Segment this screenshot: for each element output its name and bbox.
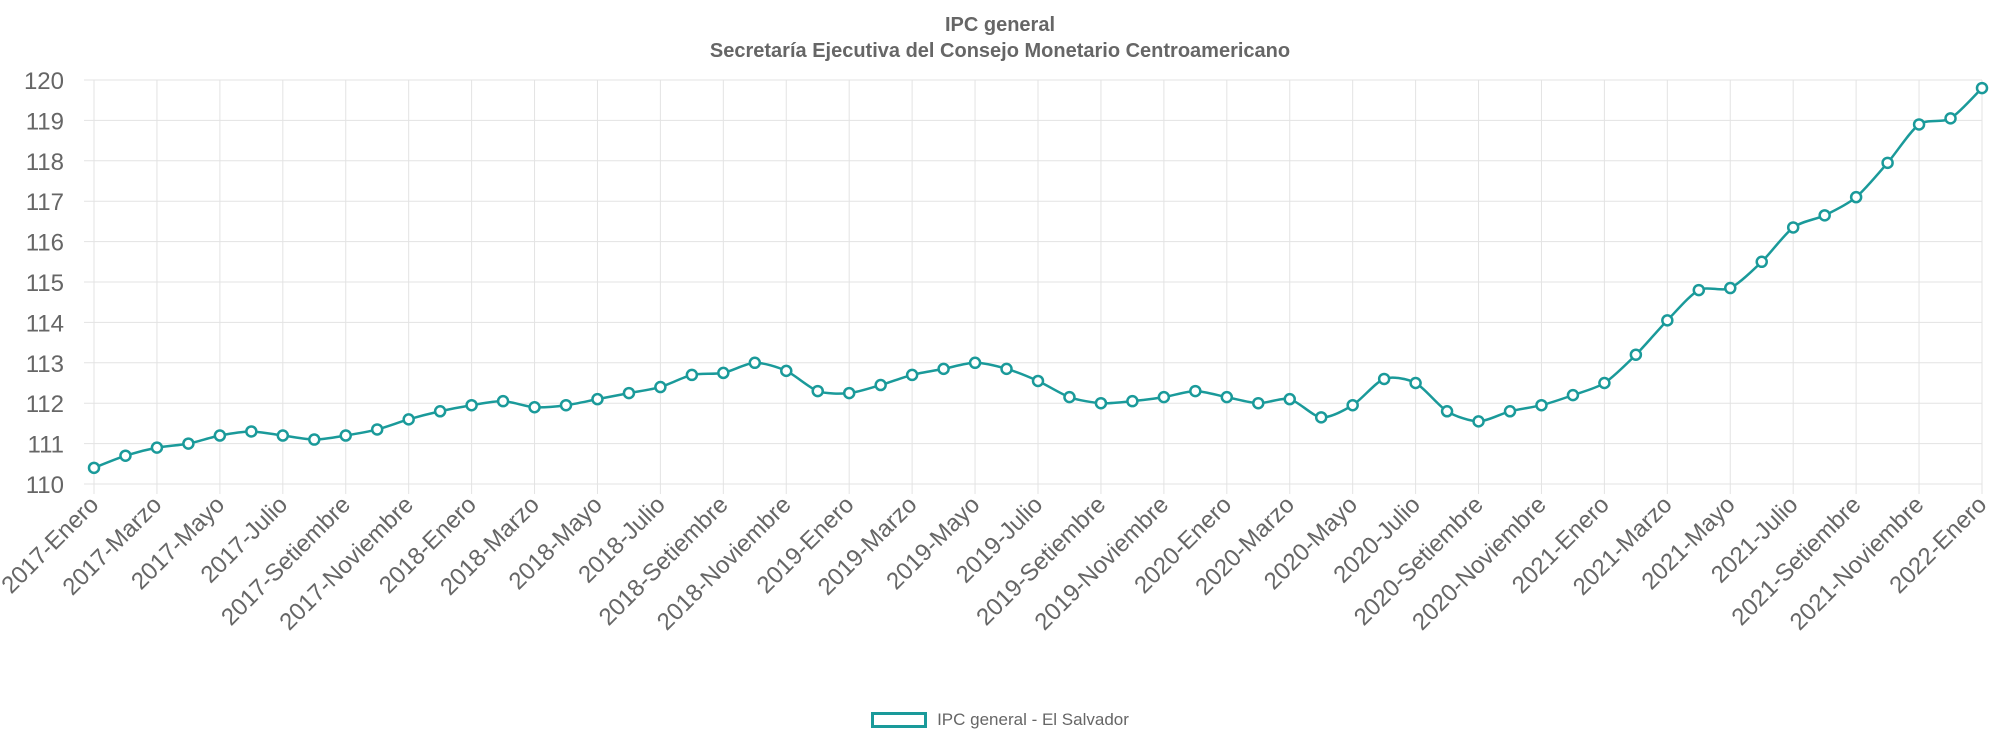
data-point[interactable]: [182, 437, 195, 450]
data-point[interactable]: [1661, 314, 1674, 327]
y-tick-label: 115: [26, 270, 64, 297]
data-point[interactable]: [1566, 388, 1580, 402]
data-point[interactable]: [717, 366, 730, 380]
data-point[interactable]: [1409, 376, 1422, 390]
data-point[interactable]: [1975, 81, 1989, 95]
y-tick-label: 113: [26, 351, 64, 378]
data-point[interactable]: [370, 423, 384, 436]
data-point[interactable]: [1126, 394, 1139, 408]
data-point[interactable]: [1755, 255, 1768, 269]
data-point[interactable]: [1535, 398, 1548, 412]
data-point[interactable]: [968, 356, 982, 370]
data-point[interactable]: [1314, 411, 1328, 424]
data-point[interactable]: [1346, 398, 1359, 412]
data-point[interactable]: [748, 356, 762, 370]
y-tick-label: 110: [26, 472, 64, 499]
data-point[interactable]: [1503, 405, 1517, 418]
data-point[interactable]: [1944, 112, 1957, 125]
data-point[interactable]: [780, 364, 793, 378]
data-point[interactable]: [1220, 390, 1234, 404]
y-axis-ticks: 110 111 112 113 114 115 116 117 118 119 120: [24, 68, 64, 499]
data-point[interactable]: [622, 386, 636, 400]
data-point[interactable]: [842, 386, 856, 400]
data-point[interactable]: [1786, 221, 1800, 234]
data-point[interactable]: [874, 378, 887, 392]
y-tick-label: 117: [26, 189, 64, 216]
data-point[interactable]: [1818, 209, 1831, 222]
data-point[interactable]: [811, 384, 824, 398]
y-tick-label: 120: [24, 68, 64, 95]
data-point[interactable]: [308, 433, 321, 446]
data-point[interactable]: [937, 362, 950, 376]
y-tick-label: 119: [26, 108, 64, 135]
chart-subtitle: Secretaría Ejecutiva del Consejo Monetar…: [709, 40, 1291, 62]
data-point[interactable]: [433, 405, 447, 418]
data-point[interactable]: [685, 368, 699, 382]
data-point[interactable]: [1440, 405, 1454, 418]
data-point[interactable]: [654, 380, 667, 394]
data-point[interactable]: [1189, 384, 1202, 398]
legend[interactable]: IPC general - El Salvador: [0, 710, 2000, 730]
data-point[interactable]: [213, 429, 227, 442]
data-point[interactable]: [1000, 362, 1013, 376]
data-point[interactable]: [1692, 283, 1706, 297]
y-tick-label: 118: [26, 149, 64, 176]
data-points: [87, 81, 1989, 475]
data-point[interactable]: [496, 394, 510, 408]
x-axis-ticks: 2017-Enero2017-Marzo2017-Mayo2017-Julio2…: [0, 491, 1992, 636]
data-point[interactable]: [402, 413, 415, 426]
y-tick-label: 116: [26, 230, 64, 257]
legend-label: IPC general - El Salvador: [937, 710, 1129, 729]
chart-title: IPC general: [944, 14, 1056, 36]
grid: [84, 79, 1983, 494]
data-point[interactable]: [339, 429, 352, 442]
data-point[interactable]: [119, 449, 132, 462]
data-point[interactable]: [905, 368, 919, 382]
data-point[interactable]: [559, 398, 573, 412]
data-point[interactable]: [1283, 392, 1296, 406]
data-point[interactable]: [1252, 396, 1265, 410]
data-point[interactable]: [1157, 390, 1171, 404]
data-point[interactable]: [1598, 376, 1611, 390]
data-point[interactable]: [1629, 348, 1643, 361]
y-tick-label: 111: [28, 432, 64, 459]
data-point[interactable]: [1881, 156, 1894, 170]
data-point[interactable]: [1472, 415, 1485, 428]
y-tick-label: 114: [26, 310, 64, 337]
data-point[interactable]: [1724, 281, 1737, 295]
y-tick-label: 112: [26, 391, 64, 418]
data-point[interactable]: [1031, 374, 1045, 388]
data-point[interactable]: [1849, 190, 1863, 204]
data-point[interactable]: [591, 392, 604, 406]
data-point[interactable]: [528, 400, 541, 414]
legend-swatch: [871, 712, 928, 728]
data-point[interactable]: [245, 425, 258, 438]
data-point[interactable]: [1094, 396, 1108, 410]
data-point[interactable]: [87, 461, 101, 475]
data-point[interactable]: [1912, 118, 1926, 131]
data-point[interactable]: [150, 441, 164, 454]
data-point[interactable]: [1063, 390, 1076, 404]
data-point[interactable]: [1377, 372, 1391, 386]
data-point[interactable]: [465, 398, 478, 412]
data-point[interactable]: [276, 429, 290, 442]
